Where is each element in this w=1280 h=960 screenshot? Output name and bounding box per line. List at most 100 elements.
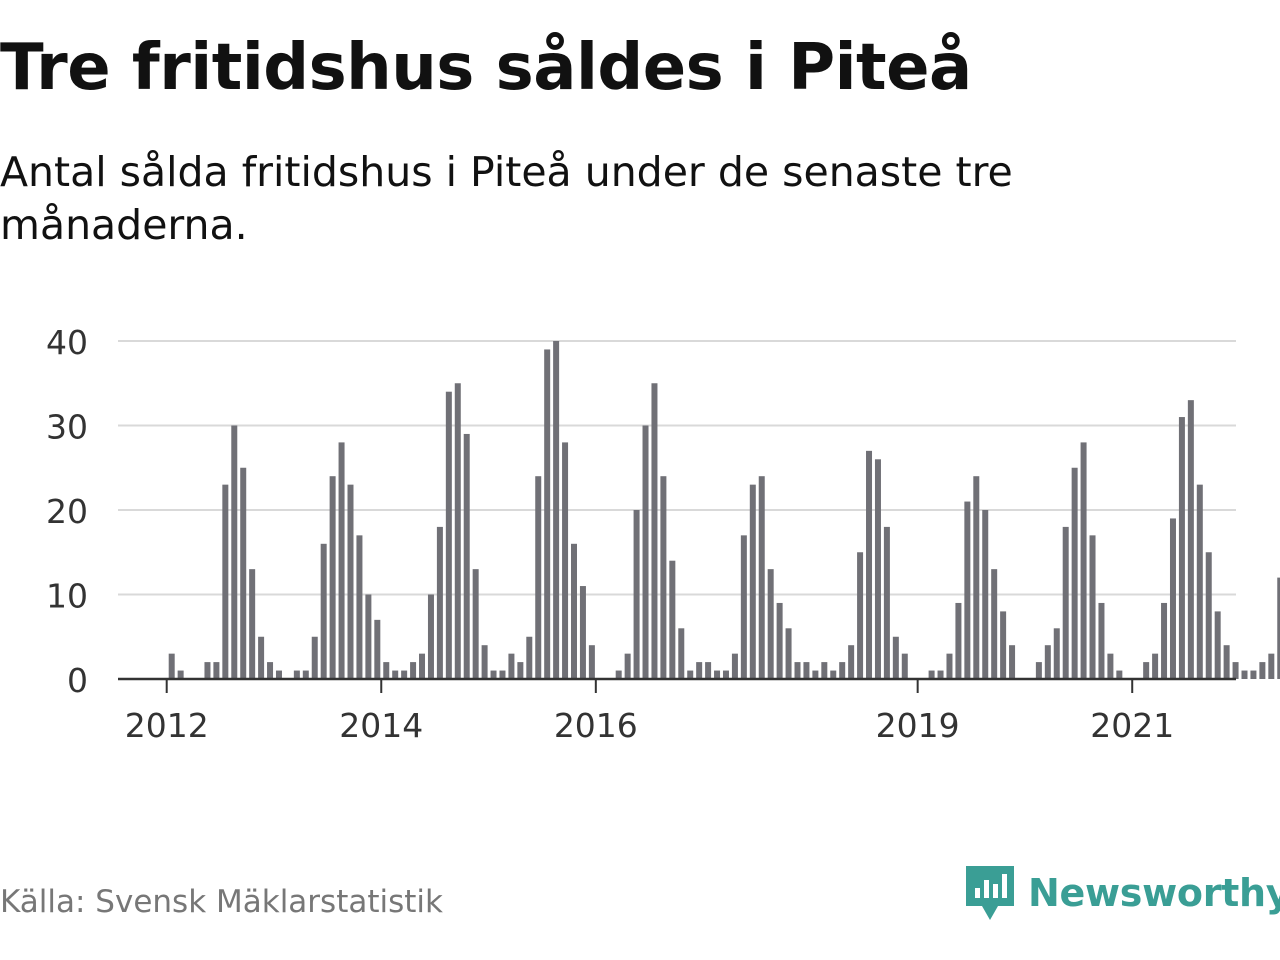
bar — [177, 670, 184, 679]
bar — [1143, 662, 1150, 679]
bar — [1205, 552, 1212, 679]
bar — [329, 476, 336, 679]
bar — [1187, 400, 1194, 679]
bar — [1241, 670, 1248, 679]
bar — [517, 662, 524, 679]
bar — [535, 476, 542, 679]
bar — [454, 383, 461, 679]
bar-chart: 0102030402012201420162019202120233 — [46, 323, 1280, 745]
bar — [490, 670, 497, 679]
bar — [231, 425, 238, 679]
bar — [991, 569, 998, 679]
bar — [1152, 653, 1159, 679]
bar — [499, 670, 506, 679]
bar — [1116, 670, 1123, 679]
y-tick-label: 30 — [46, 408, 88, 447]
bar — [964, 501, 971, 679]
bar — [1259, 662, 1266, 679]
bar — [302, 670, 309, 679]
bar — [222, 484, 229, 679]
bar — [651, 383, 658, 679]
bar — [579, 586, 586, 679]
bar — [320, 543, 327, 679]
x-tick-label: 2019 — [876, 706, 960, 745]
bar — [767, 569, 774, 679]
bar — [946, 653, 953, 679]
bar — [731, 653, 738, 679]
x-tick-label: 2016 — [554, 706, 638, 745]
bar — [892, 636, 899, 679]
bar — [562, 442, 569, 679]
bar — [1268, 653, 1275, 679]
bar — [436, 526, 443, 679]
newsworthy-logo-icon — [966, 866, 1014, 920]
bar — [553, 341, 560, 679]
bar — [1196, 484, 1203, 679]
bar — [588, 645, 595, 679]
bar — [356, 535, 363, 679]
bar — [669, 560, 676, 679]
x-tick-label: 2014 — [339, 706, 423, 745]
bar — [803, 662, 810, 679]
y-tick-label: 0 — [67, 661, 88, 700]
bar — [696, 662, 703, 679]
bar — [1053, 628, 1060, 679]
y-tick-label: 10 — [46, 577, 88, 616]
bar — [740, 535, 747, 679]
bar — [1250, 670, 1257, 679]
bar — [1009, 645, 1016, 679]
bar — [722, 670, 729, 679]
bar — [240, 467, 247, 679]
bar — [937, 670, 944, 679]
bar — [275, 670, 282, 679]
chart-subtitle: Antal sålda fritidshus i Piteå under de … — [0, 148, 1013, 250]
bar — [311, 636, 318, 679]
bar — [1089, 535, 1096, 679]
bar — [526, 636, 533, 679]
bar — [1214, 611, 1221, 679]
bar — [794, 662, 801, 679]
bar — [615, 670, 622, 679]
bar — [812, 670, 819, 679]
bar — [427, 594, 434, 679]
bar — [481, 645, 488, 679]
source-note: Källa: Svensk Mäklarstatistik — [0, 884, 443, 920]
bar — [687, 670, 694, 679]
bar — [776, 602, 783, 679]
bar — [883, 526, 890, 679]
bar — [633, 510, 640, 679]
bar — [419, 653, 426, 679]
bar — [204, 662, 211, 679]
bar — [1098, 602, 1105, 679]
bar — [901, 653, 908, 679]
bar — [758, 476, 765, 679]
bar — [267, 662, 274, 679]
bar — [168, 653, 175, 679]
bar — [1223, 645, 1230, 679]
bar — [857, 552, 864, 679]
bar — [1071, 467, 1078, 679]
bar — [401, 670, 408, 679]
bar — [1000, 611, 1007, 679]
bar — [365, 594, 372, 679]
x-tick-label: 2012 — [125, 706, 209, 745]
bar — [1277, 577, 1280, 679]
bar — [508, 653, 515, 679]
brand-name: Newsworthy — [1028, 871, 1280, 915]
bar — [1161, 602, 1168, 679]
bar — [1062, 526, 1069, 679]
bar — [445, 391, 452, 679]
bar — [705, 662, 712, 679]
bar — [472, 569, 479, 679]
bar — [749, 484, 756, 679]
bar — [839, 662, 846, 679]
bar — [821, 662, 828, 679]
bar — [392, 670, 399, 679]
bar — [374, 619, 381, 679]
bar — [249, 569, 256, 679]
bar — [571, 543, 577, 679]
chart-title: Tre fritidshus såldes i Piteå — [0, 31, 972, 105]
bar — [1232, 662, 1239, 679]
bar — [866, 450, 873, 679]
bar — [678, 628, 685, 679]
